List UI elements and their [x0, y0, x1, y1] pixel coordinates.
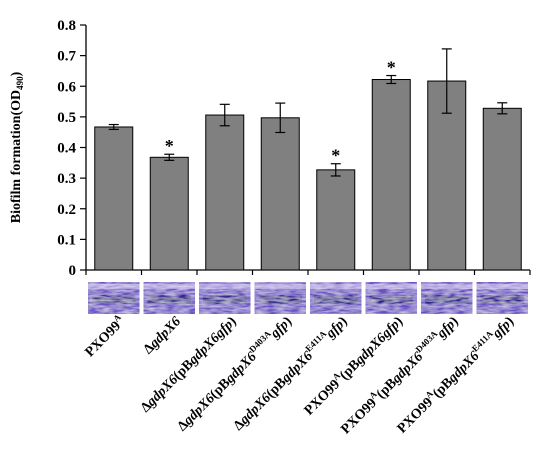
category-label: PXO99A(pBgdpX6gfp): [300, 312, 407, 419]
category-label: ΔgdpX6: [141, 314, 184, 357]
y-tick-label: 0.1: [57, 232, 76, 248]
y-tick-label: 0.7: [57, 49, 76, 65]
stain-well-image: [476, 282, 528, 314]
y-tick-label: 0.4: [57, 141, 76, 157]
biofilm-stain-strip: [88, 282, 528, 314]
bar: [482, 107, 522, 271]
bar: [371, 79, 411, 271]
bar: [260, 117, 300, 271]
bar: [205, 114, 245, 271]
stain-well-image: [310, 282, 362, 314]
y-tick-label: 0: [69, 263, 77, 279]
y-axis-label: Biofilm formation(OD490): [9, 71, 25, 223]
stain-well-image: [254, 282, 306, 314]
stain-well-image: [365, 282, 417, 314]
bar: [316, 169, 356, 271]
stain-well-image: [143, 282, 195, 314]
y-tick-label: 0.5: [57, 110, 76, 126]
bar: [94, 126, 134, 271]
category-label: PXO99A: [80, 312, 128, 360]
y-tick-label: 0.3: [57, 171, 76, 187]
significance-marker: *: [331, 146, 340, 166]
stain-well-image: [199, 282, 251, 314]
significance-marker: *: [165, 136, 174, 156]
category-labels: PXO99AΔgdpX6ΔgdpX6(pBgdpX6gfp)ΔgdpX6(pBg…: [80, 312, 518, 438]
plot-area: 0 0.1 0.2 0.3 0.4 0.5 0.6 0.7 0.8 * * *: [57, 18, 531, 279]
y-tick-label: 0.2: [57, 202, 76, 218]
stain-well-image: [421, 282, 473, 314]
bar: [149, 156, 189, 271]
y-tick-label: 0.6: [57, 79, 76, 95]
significance-marker: *: [387, 58, 396, 78]
category-label: ΔgdpX6(pBgdpX6gfp): [138, 314, 240, 416]
stain-well-image: [88, 282, 140, 314]
y-tick-label: 0.8: [57, 18, 76, 34]
